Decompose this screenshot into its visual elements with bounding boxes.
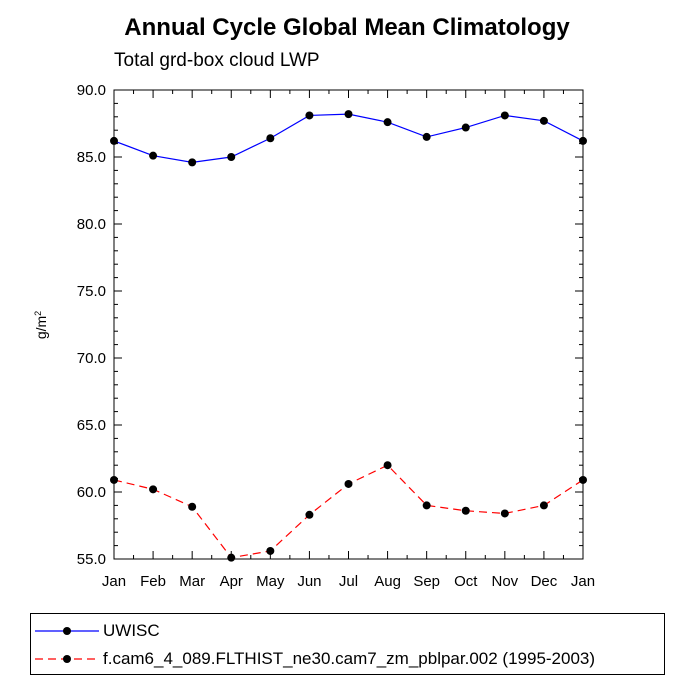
data-point-series-0 bbox=[539, 116, 548, 125]
y-tick-label: 70.0 bbox=[77, 350, 106, 367]
plot-frame bbox=[113, 89, 584, 560]
y-axis-label-superscript: 2 bbox=[33, 311, 43, 316]
data-point-series-0 bbox=[305, 111, 314, 120]
data-point-series-0 bbox=[188, 158, 197, 167]
y-tick-label: 85.0 bbox=[77, 149, 106, 166]
legend-item-uwisc: UWISC bbox=[31, 621, 664, 641]
data-point-series-1 bbox=[539, 501, 548, 510]
data-point-series-1 bbox=[305, 510, 314, 519]
data-point-series-1 bbox=[422, 501, 431, 510]
legend-label-uwisc: UWISC bbox=[103, 621, 160, 640]
x-tick-label: Feb bbox=[140, 573, 166, 590]
y-tick-label: 65.0 bbox=[77, 417, 106, 434]
x-tick-label: Jun bbox=[297, 573, 321, 590]
y-axis-label-text: g/m bbox=[33, 316, 49, 339]
y-tick-label: 80.0 bbox=[77, 216, 106, 233]
legend-label-cam: f.cam6_4_089.FLTHIST_ne30.cam7_zm_pblpar… bbox=[103, 649, 596, 668]
data-point-series-1 bbox=[266, 546, 275, 555]
data-point-series-0 bbox=[579, 136, 587, 145]
data-point-series-0 bbox=[266, 134, 275, 143]
x-tick-label: May bbox=[256, 573, 285, 590]
x-tick-label: Mar bbox=[179, 573, 205, 590]
data-point-series-1 bbox=[500, 509, 509, 518]
x-tick-label: Jan bbox=[102, 573, 126, 590]
data-point-series-0 bbox=[227, 153, 236, 161]
y-tick-label: 75.0 bbox=[77, 283, 106, 300]
legend-line-cam bbox=[35, 655, 99, 663]
chart-title: Annual Cycle Global Mean Climatology bbox=[124, 14, 570, 41]
data-point-series-0 bbox=[110, 136, 118, 145]
x-tick-label: Jul bbox=[339, 573, 358, 590]
data-point-series-1 bbox=[227, 553, 236, 562]
legend-item-cam: f.cam6_4_089.FLTHIST_ne30.cam7_zm_pblpar… bbox=[31, 649, 664, 669]
data-point-series-1 bbox=[149, 485, 158, 494]
y-axis-label: g/m2 bbox=[33, 311, 49, 339]
data-point-series-1 bbox=[461, 506, 470, 515]
data-point-series-1 bbox=[579, 475, 587, 484]
data-point-series-1 bbox=[383, 461, 392, 470]
x-tick-label: Nov bbox=[491, 573, 518, 590]
series-line-1 bbox=[113, 464, 584, 559]
data-point-series-0 bbox=[383, 118, 392, 127]
data-point-series-0 bbox=[500, 111, 509, 120]
data-point-series-0 bbox=[422, 132, 431, 141]
y-tick-label: 55.0 bbox=[77, 551, 106, 568]
x-tick-label: Jan bbox=[571, 573, 595, 590]
x-tick-label: Sep bbox=[413, 573, 440, 590]
data-point-series-0 bbox=[149, 151, 158, 160]
line-chart: Jan Feb Mar Apr May Jun Jul Aug Sep Oct Nov Dec Jan 5… bbox=[33, 82, 595, 590]
data-point-series-1 bbox=[344, 479, 353, 488]
x-tick-label: Dec bbox=[531, 573, 558, 590]
x-tick-label: Apr bbox=[220, 573, 243, 590]
data-point-series-1 bbox=[188, 502, 197, 511]
y-tick-label: 60.0 bbox=[77, 484, 106, 501]
legend: UWISC f.cam6_4_089.FLTHIST_ne30.cam7_zm_… bbox=[30, 613, 665, 675]
data-point-series-0 bbox=[461, 123, 470, 132]
chart-subtitle: Total grd-box cloud LWP bbox=[114, 50, 320, 71]
series-line-0 bbox=[113, 113, 584, 163]
x-tick-label: Oct bbox=[454, 573, 478, 590]
data-point-series-1 bbox=[110, 475, 118, 484]
y-tick-label: 90.0 bbox=[77, 82, 106, 99]
data-point-series-0 bbox=[344, 110, 353, 119]
x-tick-label: Aug bbox=[374, 573, 401, 590]
legend-line-uwisc bbox=[35, 627, 99, 635]
